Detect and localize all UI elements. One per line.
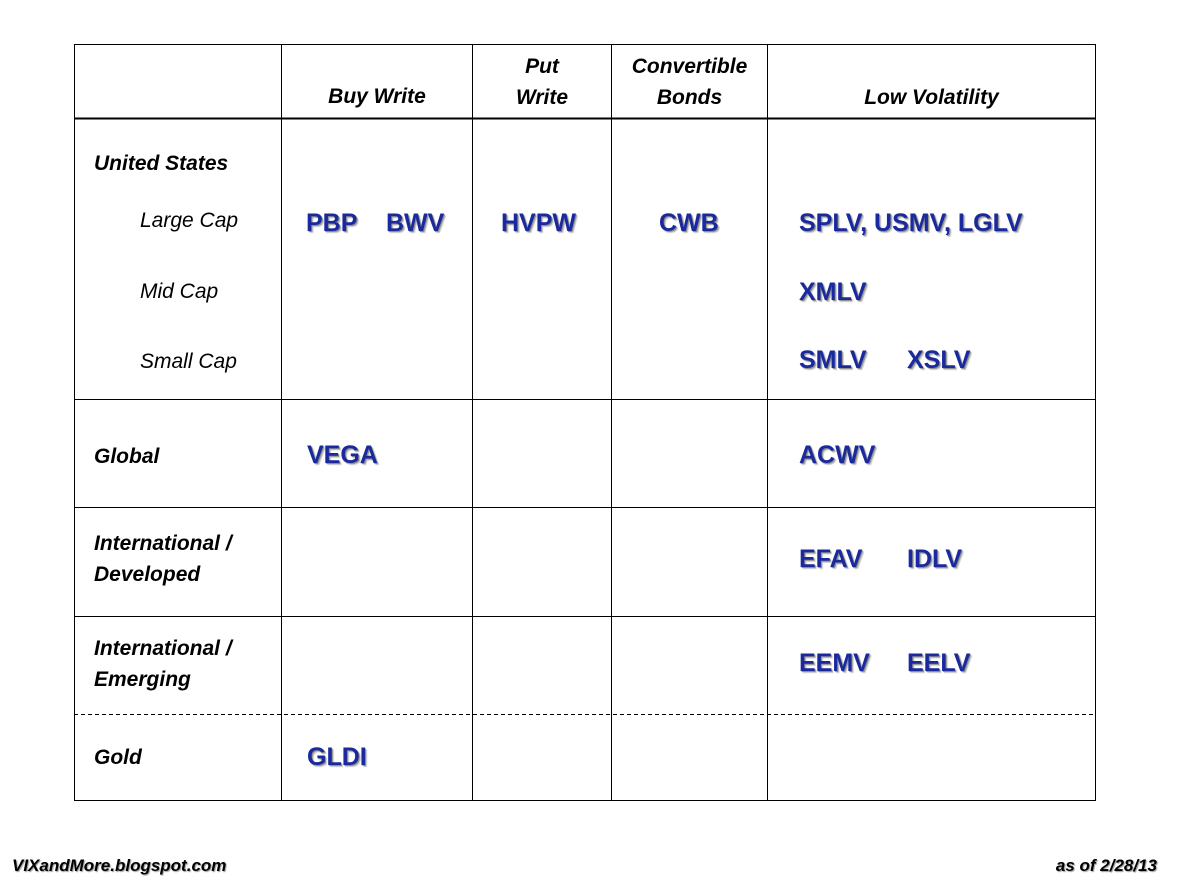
ticker-xmlv: XMLV bbox=[799, 278, 867, 306]
ticker-bwv: BWV bbox=[386, 209, 445, 237]
header-low-volatility: Low Volatility bbox=[864, 86, 999, 109]
ticker-pbp: PBP bbox=[306, 209, 358, 237]
row-label-intl-developed-line1: International / bbox=[94, 532, 232, 555]
ticker-xslv: XSLV bbox=[907, 346, 971, 374]
ticker-eemv: EEMV bbox=[799, 649, 870, 677]
footer-source: VIXandMore.blogspot.com bbox=[12, 856, 227, 875]
ticker-idlv: IDLV bbox=[907, 545, 963, 573]
header-put-write-line1: Put bbox=[525, 55, 559, 78]
row-sublabel-mid-cap: Mid Cap bbox=[140, 280, 219, 303]
row-label-intl-emerging: International / Emerging bbox=[94, 633, 232, 695]
row-sublabel-large-cap: Large Cap bbox=[140, 209, 239, 232]
ticker-vega: VEGA bbox=[307, 441, 378, 469]
ticker-smlv: SMLV bbox=[799, 346, 867, 374]
table-border bbox=[74, 44, 1096, 801]
header-convertible-line1: Convertible bbox=[631, 55, 748, 78]
ticker-gldi: GLDI bbox=[307, 743, 367, 771]
ticker-efav: EFAV bbox=[799, 545, 863, 573]
header-convertible-bonds: Convertible Bonds bbox=[612, 51, 767, 113]
row-label-intl-emerging-line1: International / bbox=[94, 637, 232, 660]
row-label-intl-developed-line2: Developed bbox=[94, 563, 201, 586]
row-sublabel-small-cap: Small Cap bbox=[140, 350, 237, 373]
row-label-united-states: United States bbox=[94, 152, 229, 175]
ticker-cwb: CWB bbox=[659, 209, 719, 237]
row-label-intl-developed: International / Developed bbox=[94, 528, 232, 590]
header-put-write-line2: Write bbox=[515, 86, 569, 109]
ticker-splv-usmv-lglv: SPLV, USMV, LGLV bbox=[799, 209, 1023, 237]
row-label-gold: Gold bbox=[94, 746, 142, 769]
header-buy-write: Buy Write bbox=[328, 85, 426, 108]
row-label-global: Global bbox=[94, 445, 160, 468]
ticker-hvpw: HVPW bbox=[501, 209, 576, 237]
ticker-acwv: ACWV bbox=[799, 441, 876, 469]
header-convertible-line2: Bonds bbox=[656, 86, 723, 109]
row-label-intl-emerging-line2: Emerging bbox=[94, 668, 191, 691]
ticker-eelv: EELV bbox=[907, 649, 971, 677]
header-put-write: Put Write bbox=[473, 51, 611, 113]
footer-date: as of 2/28/13 bbox=[1055, 856, 1157, 875]
